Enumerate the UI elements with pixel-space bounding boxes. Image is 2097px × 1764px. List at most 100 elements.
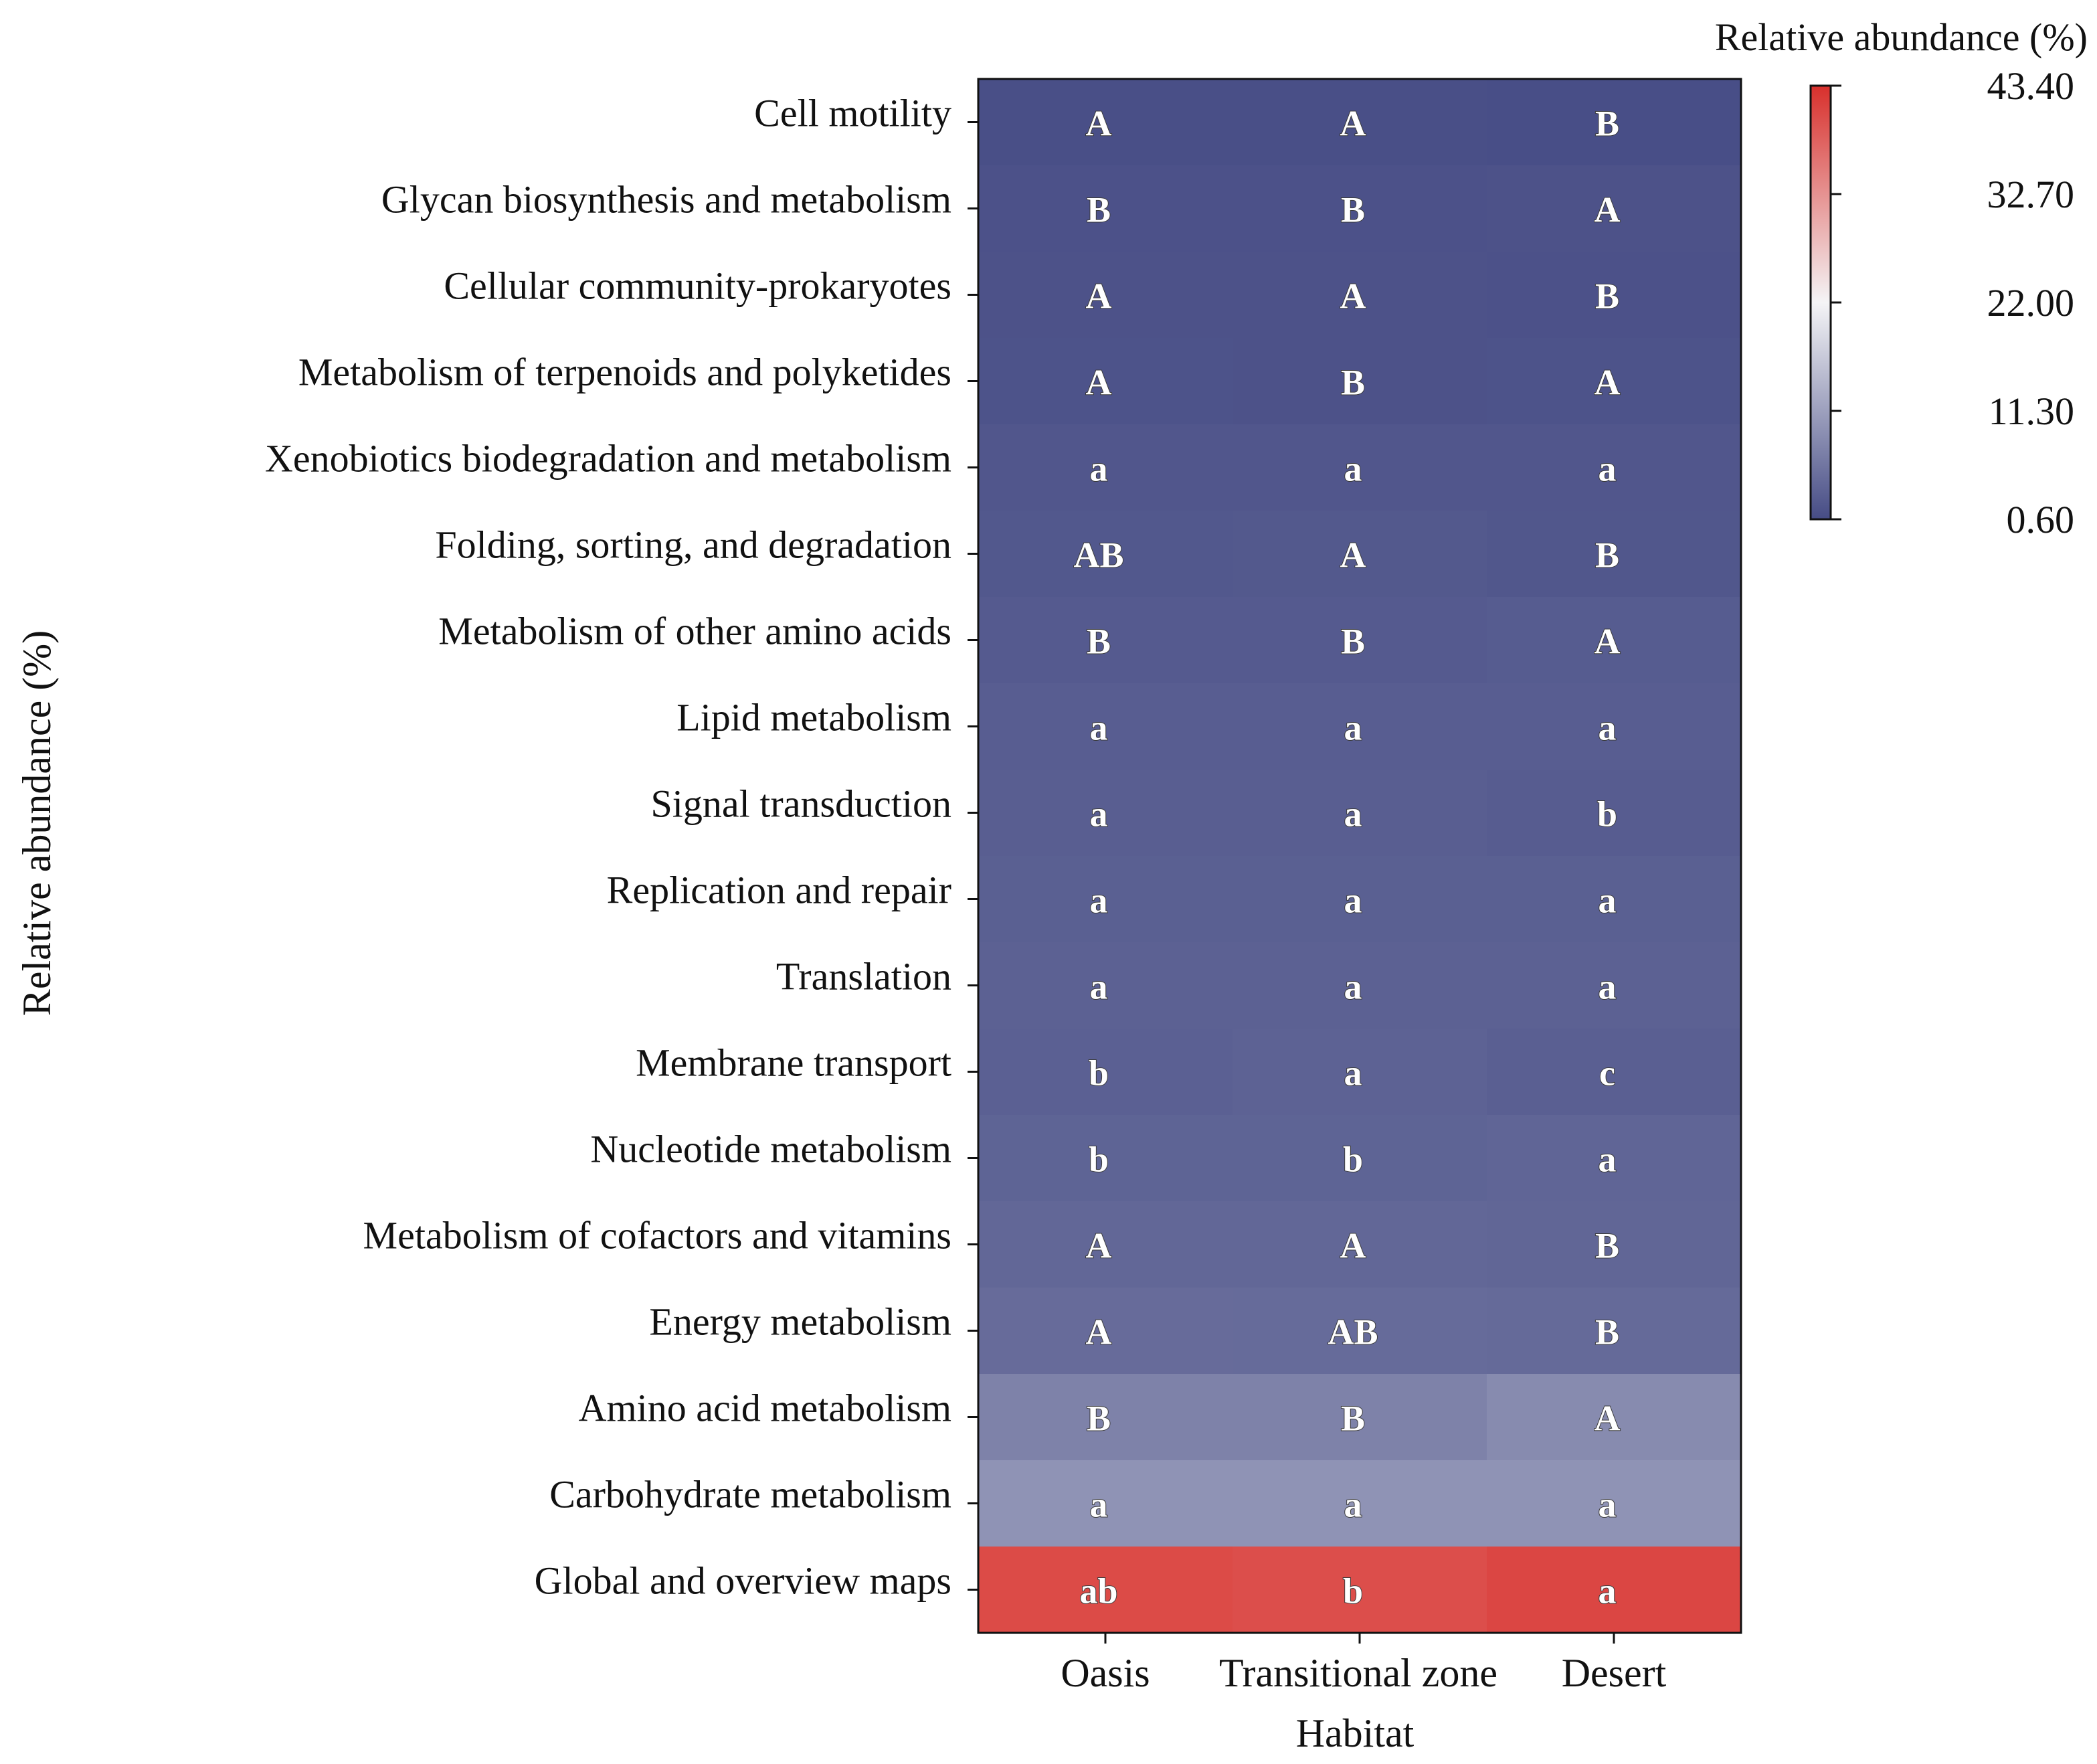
significance-letter: A <box>1086 1226 1112 1266</box>
significance-letter: b <box>1089 1053 1109 1093</box>
significance-letter: B <box>1087 190 1111 230</box>
row-label: Replication and repair <box>607 869 951 912</box>
colorbar-tick-label: 22.00 <box>1987 281 2075 325</box>
significance-letter: b <box>1343 1140 1363 1180</box>
significance-letter: ab <box>1079 1571 1117 1611</box>
significance-letter: A <box>1594 363 1621 403</box>
colorbar-tick-label: 11.30 <box>1989 389 2074 433</box>
heatmap-cell <box>978 1201 1233 1288</box>
heatmap-cell <box>1487 1029 1742 1116</box>
significance-letter: a <box>1599 967 1617 1007</box>
heatmap-cell <box>1233 165 1487 252</box>
heatmap-cell <box>978 338 1233 425</box>
significance-letter: a <box>1344 1485 1362 1525</box>
heatmap-cell <box>1487 338 1742 425</box>
column-label: Desert <box>1562 1651 1667 1695</box>
significance-letter: A <box>1594 1399 1621 1439</box>
heatmap-cell <box>1233 1201 1487 1288</box>
row-label: Cellular community-prokaryotes <box>444 264 951 308</box>
heatmap-cell <box>1233 1115 1487 1202</box>
heatmap-cell <box>1233 597 1487 684</box>
row-label: Metabolism of other amino acids <box>438 610 951 653</box>
row-label: Metabolism of cofactors and vitamins <box>363 1214 951 1257</box>
significance-letter: A <box>1086 363 1112 403</box>
heatmap-cell <box>978 511 1233 598</box>
significance-letter: B <box>1595 1312 1619 1352</box>
heatmap-cell <box>1233 424 1487 511</box>
row-label: Lipid metabolism <box>676 696 951 739</box>
significance-letter: a <box>1090 881 1108 921</box>
significance-letter: B <box>1595 535 1619 576</box>
heatmap-cell <box>1233 770 1487 857</box>
significance-letter: a <box>1090 967 1108 1007</box>
colorbar-title: Relative abundance (%) <box>1715 15 2088 59</box>
x-axis-title: Habitat <box>1296 1711 1415 1755</box>
significance-letter: A <box>1340 535 1366 576</box>
significance-letter: AB <box>1073 535 1123 576</box>
column-label: Transitional zone <box>1219 1651 1497 1695</box>
significance-letter: a <box>1090 1485 1108 1525</box>
significance-letter: a <box>1599 708 1617 748</box>
colorbar-tick-label: 43.40 <box>1987 64 2075 108</box>
row-labels: Cell motility Glycan biosynthesis and met… <box>265 92 978 1603</box>
heatmap-cell <box>1233 1374 1487 1461</box>
heatmap-cell <box>1233 511 1487 598</box>
heatmap-cell <box>1487 165 1742 252</box>
heatmap-cell <box>978 1547 1233 1634</box>
significance-letter: b <box>1089 1140 1109 1180</box>
row-label: Folding, sorting, and degradation <box>435 523 951 567</box>
significance-letter: a <box>1344 449 1362 489</box>
significance-letter: AB <box>1328 1312 1378 1352</box>
heatmap-cell <box>1233 1547 1487 1634</box>
significance-letter: a <box>1090 794 1108 834</box>
heatmap-cell <box>978 770 1233 857</box>
row-label: Cell motility <box>754 92 951 135</box>
heatmap-cell <box>978 1288 1233 1375</box>
significance-letter: a <box>1599 1140 1617 1180</box>
heatmap-cell <box>1233 856 1487 943</box>
row-label: Membrane transport <box>636 1041 951 1085</box>
heatmap-cell <box>1487 1460 1742 1547</box>
colorbar <box>1809 84 1832 521</box>
heatmap-cell <box>978 1460 1233 1547</box>
heatmap-cell <box>978 424 1233 511</box>
significance-letter: a <box>1344 1053 1362 1093</box>
significance-letter: a <box>1090 708 1108 748</box>
column-labels: Oasis Transitional zone Desert <box>1061 1633 1667 1695</box>
heatmap-cell <box>978 1374 1233 1461</box>
row-label: Xenobiotics biodegradation and metabolis… <box>265 437 951 480</box>
significance-letter: A <box>1594 622 1621 662</box>
heatmap-cell <box>1487 856 1742 943</box>
heatmap-cell <box>1233 1460 1487 1547</box>
significance-letter: a <box>1090 449 1108 489</box>
heatmap-cell <box>1233 1288 1487 1375</box>
significance-letter: a <box>1599 449 1617 489</box>
heatmap-cell <box>1487 683 1742 770</box>
heatmap-cell <box>1233 942 1487 1029</box>
significance-letter: a <box>1344 708 1362 748</box>
heatmap-cell <box>978 1029 1233 1116</box>
heatmap-cell <box>1233 1029 1487 1116</box>
y-axis-title: Relative abundance (%) <box>15 630 59 1016</box>
significance-letter: A <box>1086 1312 1112 1352</box>
significance-letter: c <box>1599 1053 1615 1093</box>
row-label: Glycan biosynthesis and metabolism <box>381 178 951 222</box>
significance-letter: a <box>1344 881 1362 921</box>
heatmap-cell <box>1487 597 1742 684</box>
significance-letter: A <box>1594 190 1621 230</box>
significance-letter: a <box>1344 967 1362 1007</box>
heatmap-cells <box>978 79 1742 1634</box>
heatmap-cell <box>1233 252 1487 339</box>
heatmap-cell <box>978 683 1233 770</box>
significance-letter: A <box>1086 104 1112 144</box>
colorbar-tick-label: 0.60 <box>2007 498 2075 541</box>
heatmap-cell <box>1487 1115 1742 1202</box>
significance-letter: B <box>1341 363 1365 403</box>
row-label: Nucleotide metabolism <box>590 1128 951 1171</box>
row-label: Translation <box>776 955 951 998</box>
significance-letter: a <box>1344 794 1362 834</box>
heatmap-cell <box>1487 770 1742 857</box>
significance-letter: B <box>1595 276 1619 317</box>
significance-letter: B <box>1087 622 1111 662</box>
